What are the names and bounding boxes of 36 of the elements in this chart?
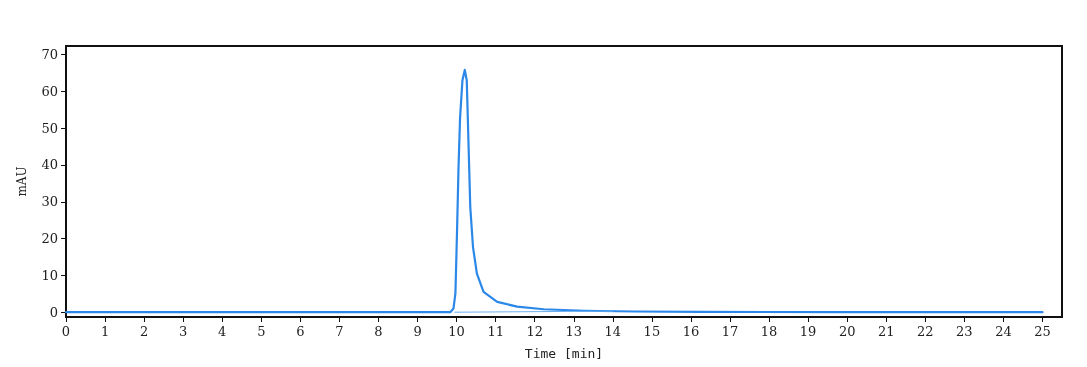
y-axis-title: mAU xyxy=(15,166,29,197)
x-tick-label: 6 xyxy=(296,324,305,339)
x-tick-label: 18 xyxy=(760,324,778,339)
x-tick-label: 21 xyxy=(877,324,895,339)
x-tick-label: 14 xyxy=(604,324,622,339)
x-tick-label: 19 xyxy=(799,324,817,339)
x-tick-label: 3 xyxy=(179,324,188,339)
x-tick-label: 0 xyxy=(61,324,71,339)
x-tick-label: 2 xyxy=(139,324,149,339)
x-tick-label: 1 xyxy=(100,324,110,339)
y-tick-label: 40 xyxy=(41,157,58,173)
x-tick-label: 25 xyxy=(1034,324,1051,339)
y-tick-label: 50 xyxy=(41,120,58,136)
x-tick-label: 11 xyxy=(487,324,504,339)
y-tick-label: 70 xyxy=(41,46,58,62)
x-tick-label: 8 xyxy=(374,324,383,339)
y-tick-label: 0 xyxy=(49,304,58,320)
x-tick-label: 16 xyxy=(682,324,700,339)
x-tick-label: 24 xyxy=(995,324,1012,339)
x-tick-label: 20 xyxy=(838,324,856,339)
x-tick-label: 5 xyxy=(257,324,266,339)
x-tick-label: 12 xyxy=(526,324,543,339)
x-tick-label: 10 xyxy=(448,324,465,339)
x-tick-label: 22 xyxy=(917,324,934,339)
x-tick-label: 15 xyxy=(643,324,661,339)
y-tick-label: 30 xyxy=(41,194,58,210)
x-tick-label: 13 xyxy=(565,324,583,339)
x-tick-label: 7 xyxy=(335,324,344,339)
x-tick-label: 17 xyxy=(721,324,739,339)
y-tick-label: 60 xyxy=(41,83,58,99)
y-tick-label: 20 xyxy=(41,231,58,247)
x-tick-label: 4 xyxy=(218,324,227,339)
y-tick-label: 10 xyxy=(41,267,58,283)
x-tick-label: 23 xyxy=(956,324,973,339)
x-tick-label: 9 xyxy=(413,324,422,339)
x-axis-title: Time [min] xyxy=(524,346,604,361)
